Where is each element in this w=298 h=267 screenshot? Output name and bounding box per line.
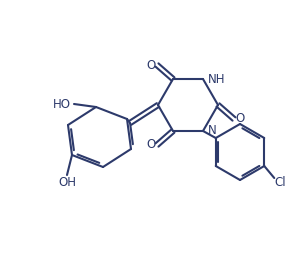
Text: O: O [146,139,156,151]
Text: NH: NH [208,73,226,85]
Text: O: O [235,112,245,125]
Text: N: N [208,124,217,138]
Text: HO: HO [53,97,71,111]
Text: OH: OH [58,176,76,190]
Text: Cl: Cl [274,176,286,190]
Text: O: O [146,58,156,72]
